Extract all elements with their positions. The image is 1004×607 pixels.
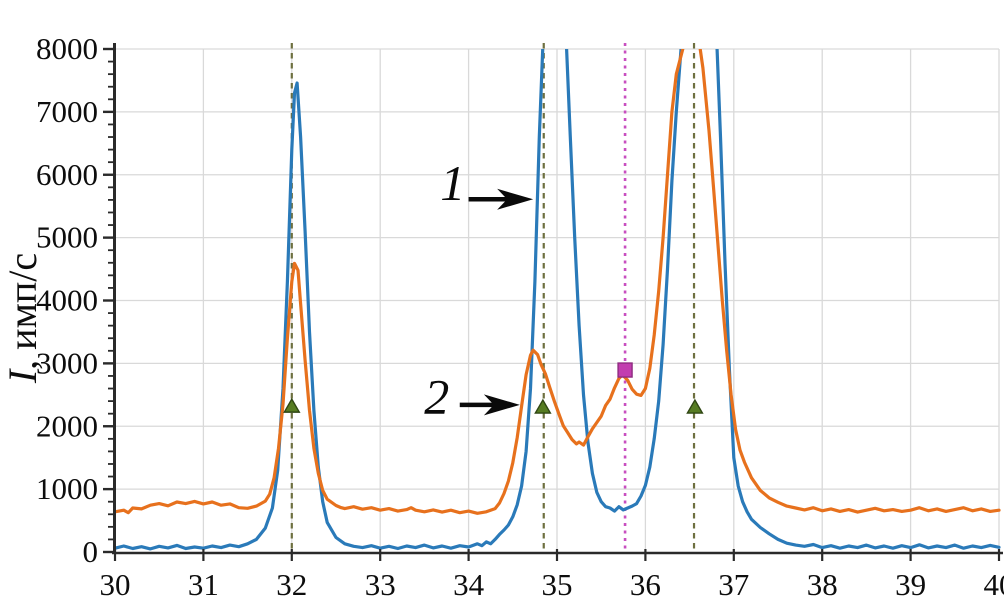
annotation-arrow-head [483, 394, 520, 416]
triangle-marker [283, 397, 301, 413]
x-tick-label: 31 [188, 567, 219, 602]
annotation-label-2: 2 [424, 368, 449, 424]
annotation-label-1: 1 [440, 155, 465, 211]
y-tick-label: 3000 [36, 345, 98, 380]
y-tick-label: 2000 [36, 408, 98, 443]
y-tick-label: 8000 [36, 31, 98, 66]
triangle-marker [534, 398, 552, 414]
annotation-arrow-head [497, 188, 534, 210]
x-tick-label: 38 [807, 567, 838, 602]
x-tick-label: 39 [895, 567, 926, 602]
square-marker [617, 362, 633, 378]
y-tick-label: 7000 [36, 94, 98, 129]
x-tick-label: 37 [718, 567, 749, 602]
x-tick-label: 30 [100, 567, 131, 602]
x-tick-label: 36 [630, 567, 661, 602]
y-tick-label: 6000 [36, 157, 98, 192]
y-tick-label: 4000 [36, 283, 98, 318]
y-tick-label: 1000 [36, 471, 98, 506]
y-tick-label: 0 [83, 534, 99, 569]
y-axis-title: I, имп/с [0, 253, 45, 384]
x-tick-label: 35 [542, 567, 573, 602]
x-tick-label: 32 [276, 567, 307, 602]
x-tick-label: 40 [984, 567, 1004, 602]
x-tick-label: 33 [365, 567, 396, 602]
curve-1 [113, 49, 1001, 551]
y-tick-label: 5000 [36, 220, 98, 255]
triangle-marker [686, 398, 704, 414]
x-tick-label: 34 [453, 567, 485, 602]
curve-2 [113, 49, 1001, 515]
